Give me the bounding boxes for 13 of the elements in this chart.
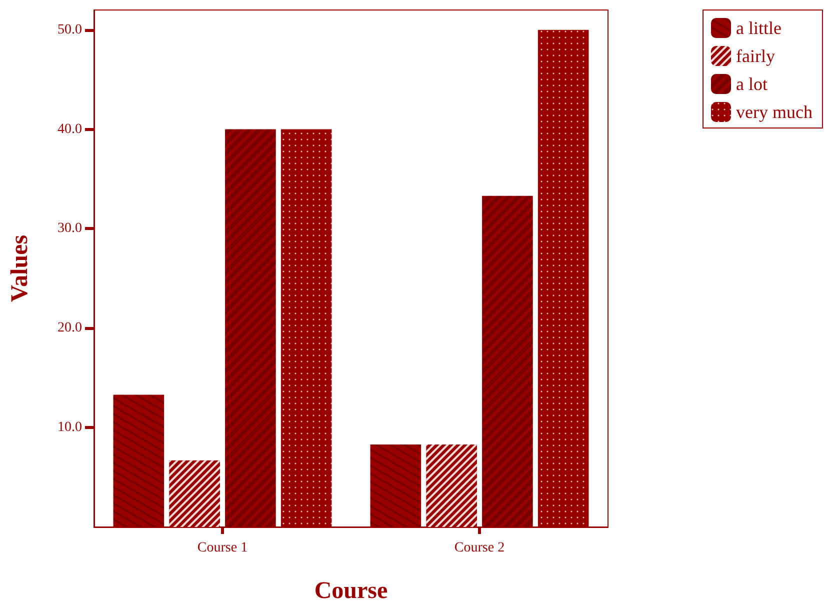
x-axis-title: Course xyxy=(314,578,388,604)
legend-label: a little xyxy=(736,18,782,38)
x-tick-label: Course 1 xyxy=(197,540,248,556)
y-tick-label: 20.0 xyxy=(58,320,82,336)
y-tick-label: 30.0 xyxy=(58,221,82,236)
x-tick-label: Course 2 xyxy=(454,540,505,556)
legend-label: a lot xyxy=(736,74,768,94)
legend-label: very much xyxy=(736,102,812,122)
y-tick-label: 10.0 xyxy=(58,420,82,436)
legend-label: fairly xyxy=(736,46,775,66)
y-tick-label: 40.0 xyxy=(58,122,82,137)
y-axis-title: Values xyxy=(7,234,33,302)
y-tick-label: 50.0 xyxy=(58,22,82,38)
